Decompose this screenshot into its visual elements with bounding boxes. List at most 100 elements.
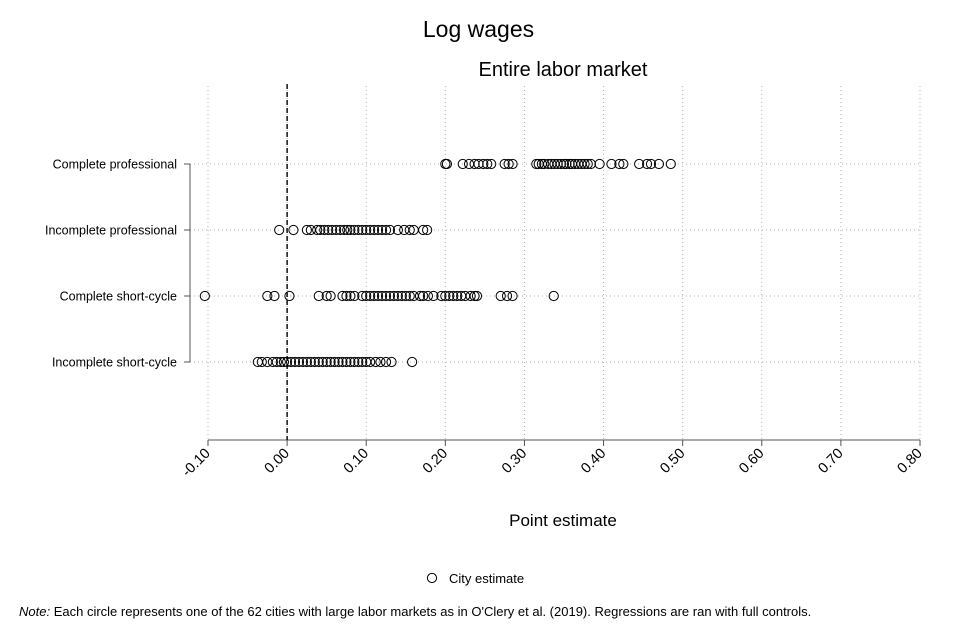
city-estimate-point bbox=[331, 224, 342, 236]
x-tick-label: 0.50 bbox=[657, 446, 688, 477]
city-estimate-point bbox=[321, 290, 332, 302]
x-tick-label: 0.30 bbox=[499, 446, 530, 477]
city-estimate-point bbox=[444, 290, 455, 302]
city-estimate-point bbox=[337, 356, 348, 368]
city-estimate-point bbox=[325, 290, 336, 302]
city-estimate-point bbox=[353, 356, 364, 368]
city-estimate-point bbox=[422, 290, 434, 302]
city-estimate-point bbox=[482, 158, 493, 170]
city-estimate-point bbox=[301, 224, 312, 236]
city-estimate-point bbox=[369, 290, 380, 302]
city-estimate-point bbox=[345, 356, 356, 368]
city-estimate-point bbox=[365, 224, 376, 236]
city-estimate-point bbox=[392, 224, 403, 236]
city-estimate-point bbox=[400, 290, 411, 302]
city-estimate-point bbox=[278, 356, 290, 368]
city-estimate-point bbox=[256, 356, 267, 368]
axes: Complete professional Incomplete professi… bbox=[45, 158, 926, 481]
x-tick-label: 0.20 bbox=[420, 446, 451, 477]
city-estimate-point bbox=[333, 356, 344, 368]
city-estimate-point bbox=[645, 158, 657, 170]
city-estimate-point bbox=[319, 224, 330, 236]
city-estimate-point bbox=[665, 158, 676, 170]
city-estimate-point bbox=[469, 290, 480, 302]
city-estimate-point bbox=[404, 224, 415, 236]
city-estimate-point bbox=[448, 290, 459, 302]
city-estimate-point bbox=[465, 290, 476, 302]
city-estimate-point bbox=[284, 290, 295, 302]
city-estimate-point bbox=[329, 356, 340, 368]
city-estimate-point bbox=[478, 158, 489, 170]
y-tick-label: Complete professional bbox=[53, 158, 177, 172]
city-estimate-point bbox=[457, 158, 468, 170]
city-estimate-point bbox=[285, 356, 297, 368]
page-title: Log wages bbox=[422, 16, 535, 42]
city-estimate-point bbox=[507, 290, 518, 302]
city-estimate-point bbox=[486, 158, 497, 170]
city-estimate-point bbox=[325, 356, 336, 368]
x-axis-label: Point estimate bbox=[509, 511, 617, 530]
city-estimate-point bbox=[293, 356, 305, 368]
city-estimate-point bbox=[614, 158, 625, 170]
city-estimate-point bbox=[312, 224, 323, 236]
x-tick-label: 0.00 bbox=[262, 446, 293, 477]
city-estimate-point bbox=[418, 290, 429, 302]
footnote-text: Each circle represents one of the 62 cit… bbox=[53, 604, 812, 619]
city-estimate-point bbox=[555, 158, 566, 170]
city-estimate-point bbox=[653, 158, 665, 170]
chart-title: Entire labor market bbox=[479, 59, 648, 81]
city-estimate-point bbox=[288, 224, 299, 236]
legend: City estimate bbox=[426, 571, 524, 586]
city-estimate-point bbox=[357, 290, 368, 302]
city-estimate-point bbox=[428, 290, 439, 302]
city-estimate-point bbox=[321, 356, 332, 368]
city-estimate-point bbox=[353, 224, 364, 236]
city-estimate-point bbox=[507, 158, 518, 170]
y-tick-label: Incomplete professional bbox=[45, 224, 177, 238]
city-estimate-point bbox=[380, 290, 392, 302]
city-estimate-point bbox=[499, 158, 510, 170]
x-tick-label: 0.60 bbox=[736, 446, 767, 477]
y-tick-label: Incomplete short-cycle bbox=[52, 356, 177, 370]
city-estimate-point bbox=[376, 224, 388, 236]
city-estimate-point bbox=[345, 224, 356, 236]
city-estimate-point bbox=[441, 158, 453, 170]
city-estimate-point bbox=[301, 356, 312, 368]
city-estimate-point bbox=[275, 356, 286, 368]
city-estimate-point bbox=[634, 158, 645, 170]
city-estimate-point bbox=[539, 158, 550, 170]
city-estimate-point bbox=[414, 290, 426, 302]
city-estimate-point bbox=[327, 224, 338, 236]
city-estimate-point bbox=[585, 158, 597, 170]
city-estimate-point bbox=[349, 290, 360, 302]
legend-marker bbox=[426, 572, 438, 584]
city-estimate-point bbox=[323, 224, 334, 236]
city-estimate-point bbox=[641, 158, 653, 170]
city-estimate-point bbox=[380, 356, 392, 368]
city-estimate-point bbox=[495, 290, 506, 302]
city-estimate-point bbox=[341, 356, 352, 368]
city-estimate-point bbox=[335, 224, 346, 236]
city-estimate-point bbox=[396, 290, 407, 302]
city-estimate-point bbox=[404, 290, 415, 302]
city-estimate-point bbox=[399, 224, 410, 236]
city-estimate-point bbox=[274, 224, 285, 236]
city-estimate-point bbox=[345, 290, 356, 302]
city-estimate-point bbox=[375, 356, 386, 368]
city-estimate-point bbox=[357, 356, 368, 368]
city-estimate-point bbox=[289, 356, 301, 368]
city-estimate-point bbox=[369, 224, 380, 236]
city-estimate-point bbox=[380, 224, 392, 236]
city-estimate-point bbox=[422, 224, 433, 236]
footnote: Note: Each circle represents one of the … bbox=[19, 604, 811, 619]
city-estimate-point bbox=[407, 356, 418, 368]
city-estimate-point bbox=[579, 158, 590, 170]
city-estimate-point bbox=[392, 290, 403, 302]
city-estimate-point bbox=[552, 158, 563, 170]
city-estimate-point bbox=[269, 290, 280, 302]
city-estimate-point bbox=[370, 356, 381, 368]
city-estimate-point bbox=[338, 224, 350, 236]
city-estimate-point bbox=[342, 224, 353, 236]
grid-lines bbox=[190, 86, 921, 440]
